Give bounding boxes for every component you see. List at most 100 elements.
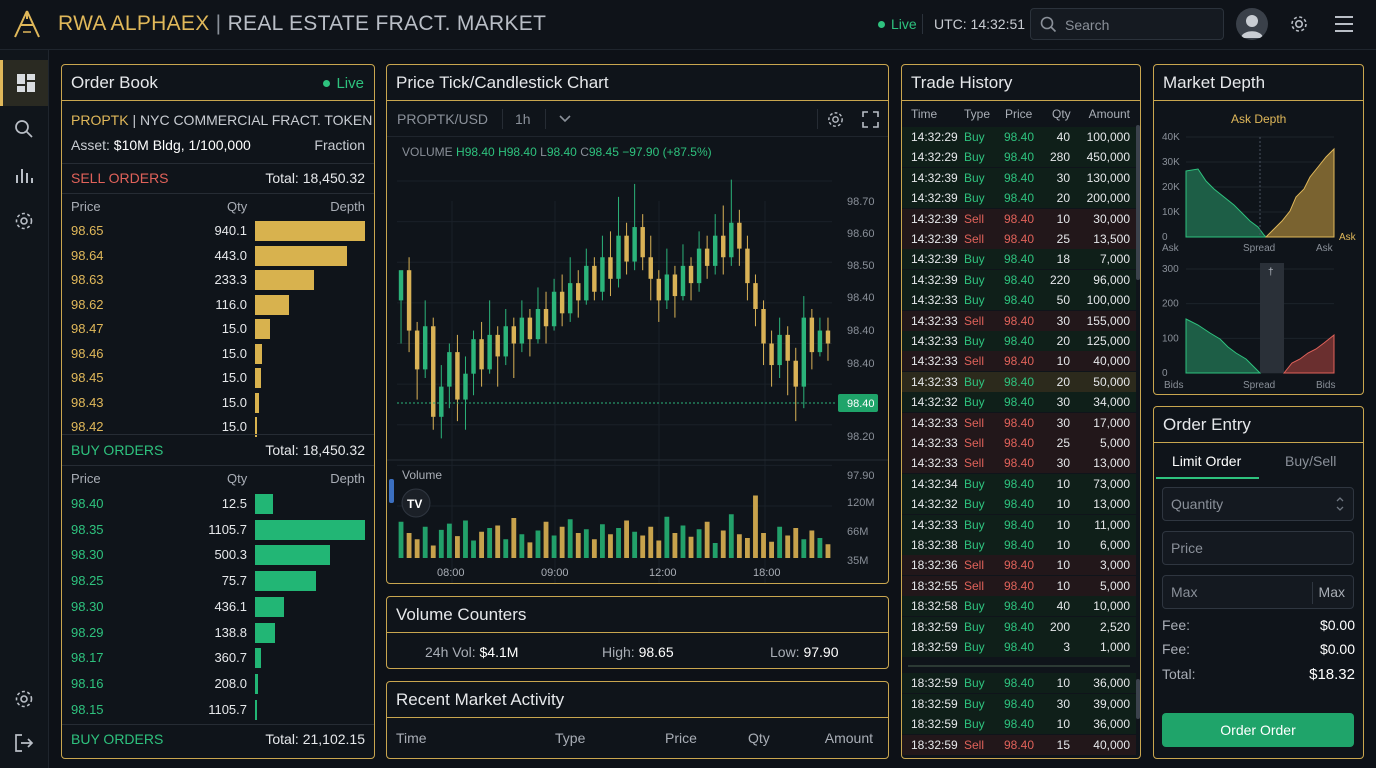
bid-depth-area xyxy=(1185,318,1262,374)
symbol-selector[interactable]: PROPTK/USD xyxy=(397,111,489,127)
volume-bar xyxy=(414,539,420,558)
buy-order-row[interactable]: 98.30 436.1 xyxy=(62,596,374,618)
quantity-input[interactable] xyxy=(1171,495,1321,513)
candle-body xyxy=(600,257,605,292)
trade-price: 98.40 xyxy=(1004,150,1035,165)
trade-row[interactable]: 14:32:32 Buy 98.40 30 34,000 xyxy=(902,392,1136,413)
buy-order-row[interactable]: 98.35 1105.7 xyxy=(62,519,374,541)
sidebar-item-dashboard[interactable] xyxy=(0,60,48,106)
trade-row[interactable]: 18:32:59 Buy 98.40 30 39,000 xyxy=(902,693,1136,714)
sidebar-item-network[interactable] xyxy=(0,198,48,244)
trade-row[interactable]: 14:32:33 Sell 98.40 30 13,000 xyxy=(902,453,1136,474)
trade-amount: 100,000 xyxy=(1086,293,1130,308)
sell-order-row[interactable]: 98.45 15.0 xyxy=(62,367,374,389)
buy-order-row[interactable]: 98.29 138.8 xyxy=(62,622,374,644)
trade-row[interactable]: 14:32:33 Buy 98.40 20 125,000 xyxy=(902,331,1136,351)
trade-row[interactable]: 18:32:59 Buy 98.40 3 1,000 xyxy=(902,637,1136,657)
trade-row[interactable]: 14:32:29 Buy 98.40 280 450,000 xyxy=(902,147,1136,168)
sell-order-row[interactable]: 98.64 443.0 xyxy=(62,245,374,267)
scroll-handle[interactable] xyxy=(389,479,394,503)
search-input[interactable] xyxy=(1065,15,1215,35)
candlestick-chart[interactable]: 98.70 98.60 98.50 98.40 98.40 98.40 98.40 98.20… xyxy=(387,101,888,583)
trade-row[interactable]: 18:32:36 Sell 98.40 10 3,000 xyxy=(902,555,1136,576)
sell-order-row[interactable]: 98.46 15.0 xyxy=(62,343,374,365)
sidebar-item-settings[interactable] xyxy=(0,676,48,722)
order-qty: 15.0 xyxy=(221,370,247,385)
stepper-icon[interactable] xyxy=(1335,494,1345,514)
sell-order-row[interactable]: 98.43 15.0 xyxy=(62,392,374,414)
timeframe-selector[interactable]: 1h xyxy=(515,111,531,127)
price-field[interactable] xyxy=(1162,531,1354,565)
gear-icon[interactable] xyxy=(1288,13,1310,35)
trade-row[interactable]: 18:32:55 Sell 98.40 10 5,000 xyxy=(902,575,1136,596)
order-price: 98.43 xyxy=(71,394,104,410)
price-input[interactable] xyxy=(1171,539,1321,557)
quantity-field[interactable] xyxy=(1162,487,1354,521)
buy-order-row[interactable]: 98.16 208.0 xyxy=(62,673,374,695)
trade-time: 18:32:59 xyxy=(911,619,958,634)
trade-row[interactable]: 14:32:39 Buy 98.40 30 130,000 xyxy=(902,167,1136,188)
chevron-down-icon[interactable] xyxy=(559,115,571,123)
buy-order-row[interactable]: 98.25 75.7 xyxy=(62,570,374,592)
trade-row[interactable]: 14:32:39 Buy 98.40 20 200,000 xyxy=(902,188,1136,209)
trade-row[interactable]: 18:32:59 Buy 98.40 200 2,520 xyxy=(902,616,1136,637)
sell-order-row[interactable]: 98.42 15.0 xyxy=(62,416,374,438)
sidebar-item-analytics[interactable] xyxy=(0,152,48,198)
trade-row[interactable]: 14:32:39 Buy 98.40 18 7,000 xyxy=(902,249,1136,270)
scrollbar[interactable] xyxy=(1136,125,1140,280)
chart-settings-icon[interactable] xyxy=(826,110,845,129)
sell-order-row[interactable]: 98.65 940.1 xyxy=(62,220,374,242)
buy-order-row[interactable]: 98.15 1105.7 xyxy=(62,699,374,721)
volume-bar xyxy=(720,530,726,558)
tab-limit-order[interactable]: Limit Order xyxy=(1172,453,1242,469)
scrollbar[interactable] xyxy=(1136,679,1140,719)
trade-row[interactable]: 18:32:38 Buy 98.40 10 6,000 xyxy=(902,535,1136,555)
tab-buy-sell[interactable]: Buy/Sell xyxy=(1285,453,1337,469)
order-qty: 1105.7 xyxy=(208,521,247,537)
menu-icon[interactable] xyxy=(1334,15,1354,33)
avatar[interactable] xyxy=(1236,8,1268,40)
trade-row[interactable]: 14:32:34 Buy 98.40 10 73,000 xyxy=(902,473,1136,494)
trade-row[interactable]: 14:32:33 Buy 98.40 20 50,000 xyxy=(902,371,1136,392)
trade-row[interactable]: 14:32:33 Buy 98.40 50 100,000 xyxy=(902,290,1136,311)
trade-row[interactable]: 18:32:59 Sell 98.40 15 40,000 xyxy=(902,735,1136,756)
submit-order-button[interactable]: Order Order xyxy=(1162,713,1354,747)
buy-order-row[interactable]: 98.17 360.7 xyxy=(62,647,374,669)
sidebar-item-logout[interactable] xyxy=(0,720,48,766)
sell-order-row[interactable]: 98.63 233.3 xyxy=(62,269,374,291)
trade-row[interactable]: 18:32:59 Buy 98.40 10 36,000 xyxy=(902,673,1136,693)
trade-amount: 39,000 xyxy=(1093,696,1130,711)
trade-row[interactable]: 14:32:39 Sell 98.40 25 13,500 xyxy=(902,229,1136,249)
fullscreen-icon[interactable] xyxy=(862,111,879,128)
trade-row[interactable]: 14:32:33 Sell 98.40 25 5,000 xyxy=(902,433,1136,453)
trade-qty: 10 xyxy=(1056,538,1070,552)
sell-order-row[interactable]: 98.62 116.0 xyxy=(62,294,374,316)
max-input[interactable] xyxy=(1171,583,1301,601)
sell-order-row[interactable]: 98.47 15.0 xyxy=(62,318,374,340)
max-button[interactable]: Max xyxy=(1318,584,1345,600)
vol-high-label: High: xyxy=(602,644,639,660)
trade-time: 14:32:33 xyxy=(911,334,958,348)
buy-order-row[interactable]: 98.40 12.5 xyxy=(62,493,374,515)
search-box[interactable] xyxy=(1030,8,1224,40)
trade-row[interactable]: 18:32:58 Buy 98.40 40 10,000 xyxy=(902,596,1136,617)
volume-bar xyxy=(640,535,646,558)
max-field[interactable]: Max xyxy=(1162,575,1354,609)
trade-row[interactable]: 14:32:33 Buy 98.40 10 11,000 xyxy=(902,514,1136,535)
trade-row[interactable]: 14:32:32 Buy 98.40 10 13,000 xyxy=(902,494,1136,515)
trade-type: Sell xyxy=(964,578,985,593)
trade-row[interactable]: 14:32:33 Sell 98.40 10 40,000 xyxy=(902,351,1136,372)
trade-qty: 15 xyxy=(1056,738,1070,753)
buy-order-row[interactable]: 98.30 500.3 xyxy=(62,544,374,566)
trade-row[interactable]: 18:32:59 Buy 98.40 10 36,000 xyxy=(902,714,1136,735)
order-qty: 15.0 xyxy=(221,321,247,336)
live-label: Live xyxy=(891,16,917,32)
trade-row[interactable]: 14:32:39 Buy 98.40 220 96,000 xyxy=(902,269,1136,290)
trade-row[interactable]: 14:32:33 Sell 98.40 30 155,000 xyxy=(902,310,1136,331)
vol-high: High: 98.65 xyxy=(602,644,674,660)
trade-row[interactable]: 14:32:33 Sell 98.40 30 17,000 xyxy=(902,412,1136,433)
trade-row[interactable]: 14:32:39 Sell 98.40 10 30,000 xyxy=(902,208,1136,229)
trade-row[interactable]: 14:32:29 Buy 98.40 40 100,000 xyxy=(902,127,1136,147)
volume-bar xyxy=(712,543,718,558)
sidebar-item-search[interactable] xyxy=(0,106,48,152)
